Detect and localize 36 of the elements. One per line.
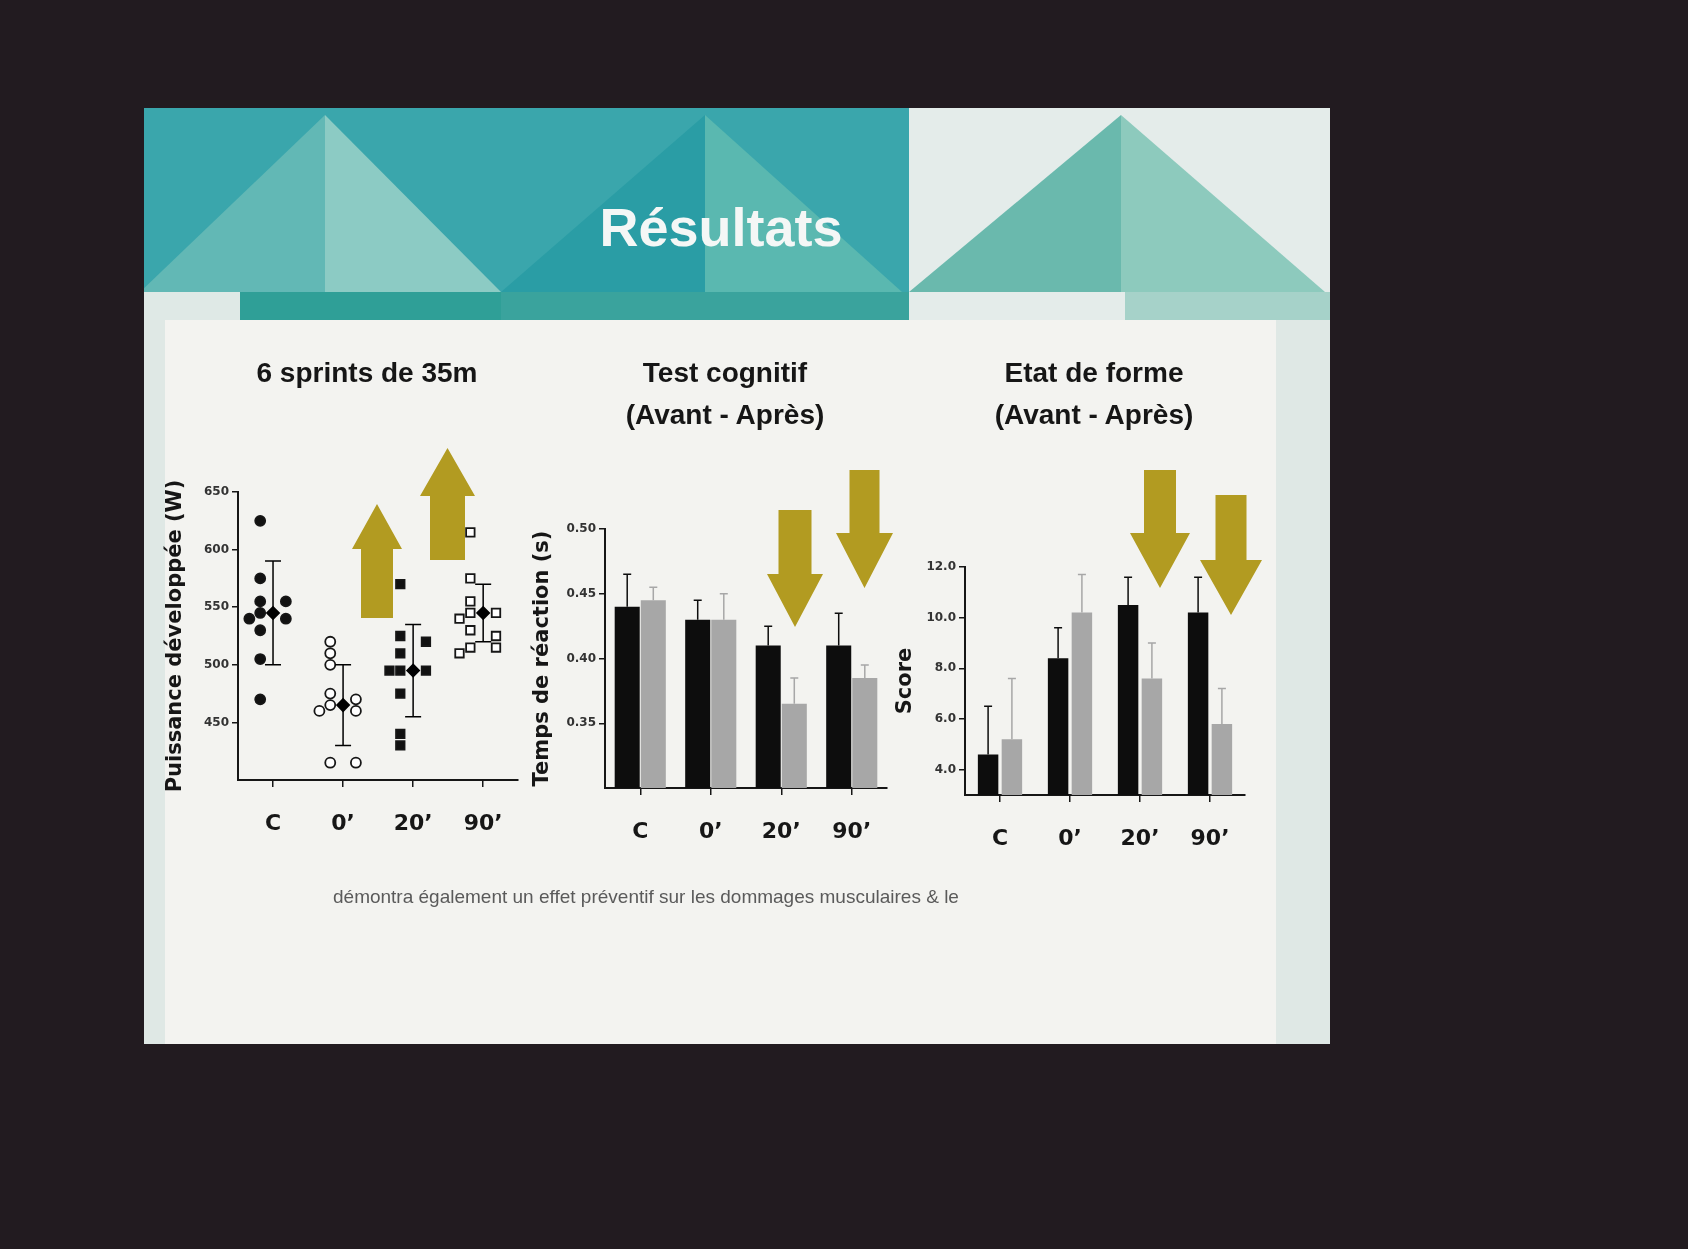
x-tick-label: C	[632, 817, 649, 843]
y-tick-label: 0.50	[566, 521, 596, 536]
x-tick-label: 20’	[1120, 824, 1160, 850]
chart-subtitle: (Avant - Après)	[625, 398, 825, 432]
x-tick-label: 90’	[832, 817, 872, 843]
y-tick-label: 0.40	[566, 650, 596, 665]
y-axis-title: Score	[892, 647, 917, 715]
x-tick-label: C	[991, 824, 1009, 850]
chart-subtitle: (Avant - Après)	[994, 398, 1194, 432]
x-tick-label: 0’	[1058, 824, 1082, 850]
chart-title: Etat de forme	[1004, 356, 1184, 390]
y-tick-label: 8.0	[934, 660, 956, 675]
y-tick-label: 600	[203, 541, 229, 556]
x-tick-label: 20’	[761, 817, 801, 843]
y-tick-label: 0.35	[566, 715, 596, 730]
text: Résultats	[599, 196, 843, 258]
y-axis-title: Puissance développée (W)	[162, 479, 187, 793]
y-axis-title: Temps de réaction (s)	[529, 530, 554, 787]
y-tick-label: 4.0	[934, 761, 956, 776]
x-tick-label: C	[264, 809, 282, 835]
x-tick-label: 90’	[1190, 824, 1230, 850]
chart-title: Test cognitif	[642, 356, 808, 390]
x-tick-label: 90’	[463, 809, 503, 835]
y-tick-label: 0.45	[566, 585, 596, 600]
y-tick-label: 500	[203, 656, 229, 671]
x-tick-label: 0’	[331, 809, 355, 835]
y-tick-label: 650	[203, 484, 229, 499]
y-tick-label: 450	[203, 714, 229, 729]
y-tick-label: 12.0	[926, 559, 956, 574]
y-tick-label: 6.0	[934, 711, 956, 726]
y-tick-label: 10.0	[926, 609, 956, 624]
x-tick-label: 0’	[698, 817, 723, 843]
text: démontra également un effet préventif sur les dommages musculaires & le	[333, 886, 959, 908]
chart-title: 6 sprints de 35m	[256, 356, 478, 390]
y-tick-label: 550	[203, 599, 229, 614]
x-tick-label: 20’	[393, 809, 433, 835]
